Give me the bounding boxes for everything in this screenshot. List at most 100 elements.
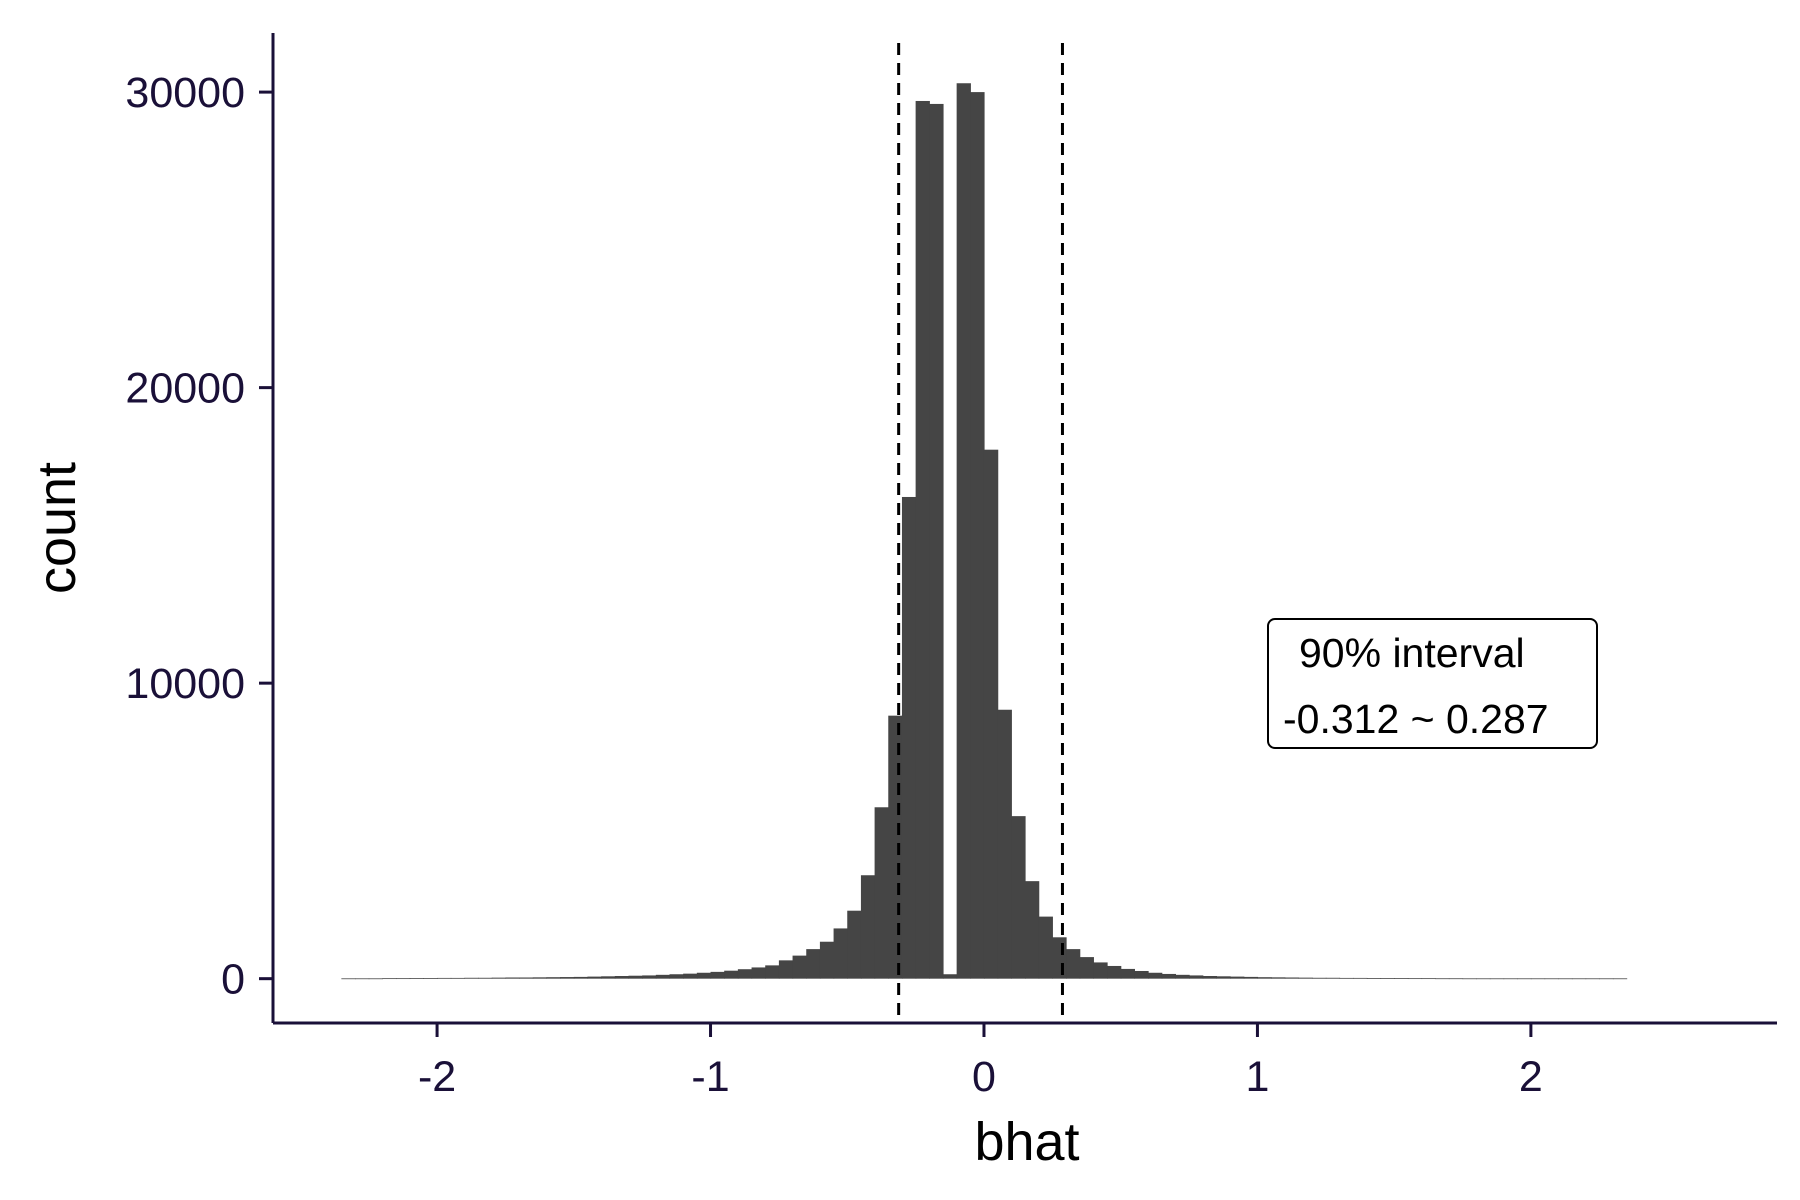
histogram-bar bbox=[1339, 977, 1354, 979]
histogram-bar bbox=[696, 972, 712, 979]
x-tick-label: 1 bbox=[1245, 1053, 1269, 1101]
interval-lines bbox=[897, 43, 1064, 1023]
histogram-bar bbox=[1175, 974, 1190, 979]
histogram-bar bbox=[1079, 957, 1094, 979]
histogram-bar bbox=[1148, 972, 1163, 979]
histogram-bar bbox=[874, 807, 889, 979]
histogram-bar bbox=[683, 973, 698, 979]
histogram-bar bbox=[833, 928, 848, 979]
histogram-bar bbox=[368, 978, 383, 980]
histogram-bar bbox=[724, 970, 739, 979]
histogram-bar bbox=[806, 949, 821, 979]
histogram-bar bbox=[1476, 978, 1491, 980]
histogram-bar bbox=[1544, 978, 1559, 980]
histogram-bar bbox=[983, 449, 999, 979]
histogram-bar bbox=[532, 977, 548, 979]
histogram-bar bbox=[1612, 978, 1628, 980]
histogram-bar bbox=[1448, 978, 1464, 980]
histogram-bar bbox=[587, 976, 602, 979]
histogram-bar bbox=[1271, 977, 1286, 979]
annotation-box bbox=[1267, 618, 1598, 749]
histogram-bar bbox=[450, 977, 466, 979]
histogram-bar bbox=[1421, 978, 1436, 980]
histogram-bar bbox=[1011, 816, 1026, 979]
histogram-bar bbox=[751, 967, 766, 979]
histogram-bar bbox=[437, 977, 452, 979]
histogram-bar bbox=[792, 955, 807, 979]
histogram-bar bbox=[1107, 965, 1122, 979]
histogram-bar bbox=[642, 975, 657, 979]
x-tick-label: -1 bbox=[691, 1053, 729, 1101]
histogram-bar bbox=[860, 875, 876, 979]
histogram-bar bbox=[1585, 978, 1600, 980]
histogram-bar bbox=[1120, 968, 1135, 979]
histogram-bar bbox=[1161, 973, 1176, 979]
x-tick-label: -2 bbox=[418, 1053, 456, 1101]
histogram-bar bbox=[1462, 978, 1477, 980]
histogram-bar bbox=[1230, 976, 1245, 979]
histogram-bar bbox=[491, 977, 507, 979]
histogram-bar bbox=[915, 100, 930, 979]
histogram-bar bbox=[1599, 978, 1614, 980]
y-tick-label: 10000 bbox=[125, 660, 245, 708]
histogram-bar bbox=[1243, 976, 1259, 979]
y-axis-title: count bbox=[27, 462, 87, 594]
histogram-bar bbox=[601, 976, 616, 979]
histogram-bar bbox=[778, 960, 794, 979]
histogram-bar bbox=[1216, 976, 1231, 979]
histogram-bar bbox=[1489, 978, 1505, 980]
histogram-bar bbox=[942, 974, 958, 979]
histogram-bar bbox=[560, 977, 575, 979]
histogram-bar bbox=[1558, 978, 1573, 980]
histogram-bar bbox=[614, 976, 630, 979]
histogram-bar bbox=[1503, 978, 1518, 980]
histogram-bar bbox=[409, 978, 424, 979]
histogram-bar bbox=[1325, 977, 1341, 979]
histogram-bar bbox=[396, 978, 411, 980]
y-axis-ticks: 0 10000 20000 30000 bbox=[125, 69, 273, 1004]
histogram-bar bbox=[1394, 978, 1409, 979]
histogram-bar bbox=[1312, 977, 1327, 979]
histogram-bar bbox=[1435, 978, 1450, 980]
histogram-bar bbox=[382, 978, 397, 980]
histogram-bar bbox=[519, 977, 534, 979]
histogram-bar bbox=[1517, 978, 1532, 980]
histogram-bar bbox=[1052, 937, 1067, 979]
x-tick-label: 0 bbox=[972, 1053, 996, 1101]
histogram-bar bbox=[1202, 976, 1218, 979]
histogram-bar bbox=[464, 977, 479, 979]
histogram-bar bbox=[546, 977, 561, 979]
histogram-bar bbox=[505, 977, 520, 979]
histogram-bar bbox=[710, 971, 725, 979]
histogram-bar bbox=[847, 910, 862, 979]
histogram-bar bbox=[1134, 970, 1149, 979]
histogram-bar bbox=[1093, 962, 1108, 979]
histogram-bar bbox=[888, 715, 903, 979]
y-tick-label: 20000 bbox=[125, 365, 245, 413]
y-tick-label: 30000 bbox=[125, 69, 245, 117]
histogram-bar bbox=[901, 496, 917, 979]
histogram-bar bbox=[1257, 977, 1272, 979]
histogram-bar bbox=[423, 978, 438, 979]
histogram-bar bbox=[573, 976, 589, 979]
histogram-bar bbox=[1025, 881, 1040, 979]
histogram-bar bbox=[1298, 977, 1313, 979]
histogram-bar bbox=[341, 978, 356, 980]
x-axis-title: bhat bbox=[974, 1112, 1079, 1172]
histogram-bar bbox=[956, 83, 971, 979]
interval-annotation: 90% interval -0.312 ~ 0.287 bbox=[1267, 618, 1598, 749]
histogram-bar bbox=[1407, 978, 1423, 980]
annotation-range: -0.312 ~ 0.287 bbox=[1283, 696, 1549, 742]
annotation-title: 90% interval bbox=[1299, 630, 1525, 676]
histogram-bar bbox=[1366, 978, 1382, 979]
histogram-bar bbox=[765, 965, 780, 979]
histogram-bar bbox=[1284, 977, 1300, 979]
histogram-bar bbox=[970, 92, 985, 979]
histogram-bar bbox=[1530, 978, 1546, 980]
histogram-bars bbox=[341, 83, 1628, 980]
histogram-bar bbox=[737, 969, 753, 979]
histogram-bar bbox=[628, 975, 643, 979]
histogram-bar bbox=[355, 978, 370, 980]
histogram-bar bbox=[929, 103, 944, 979]
